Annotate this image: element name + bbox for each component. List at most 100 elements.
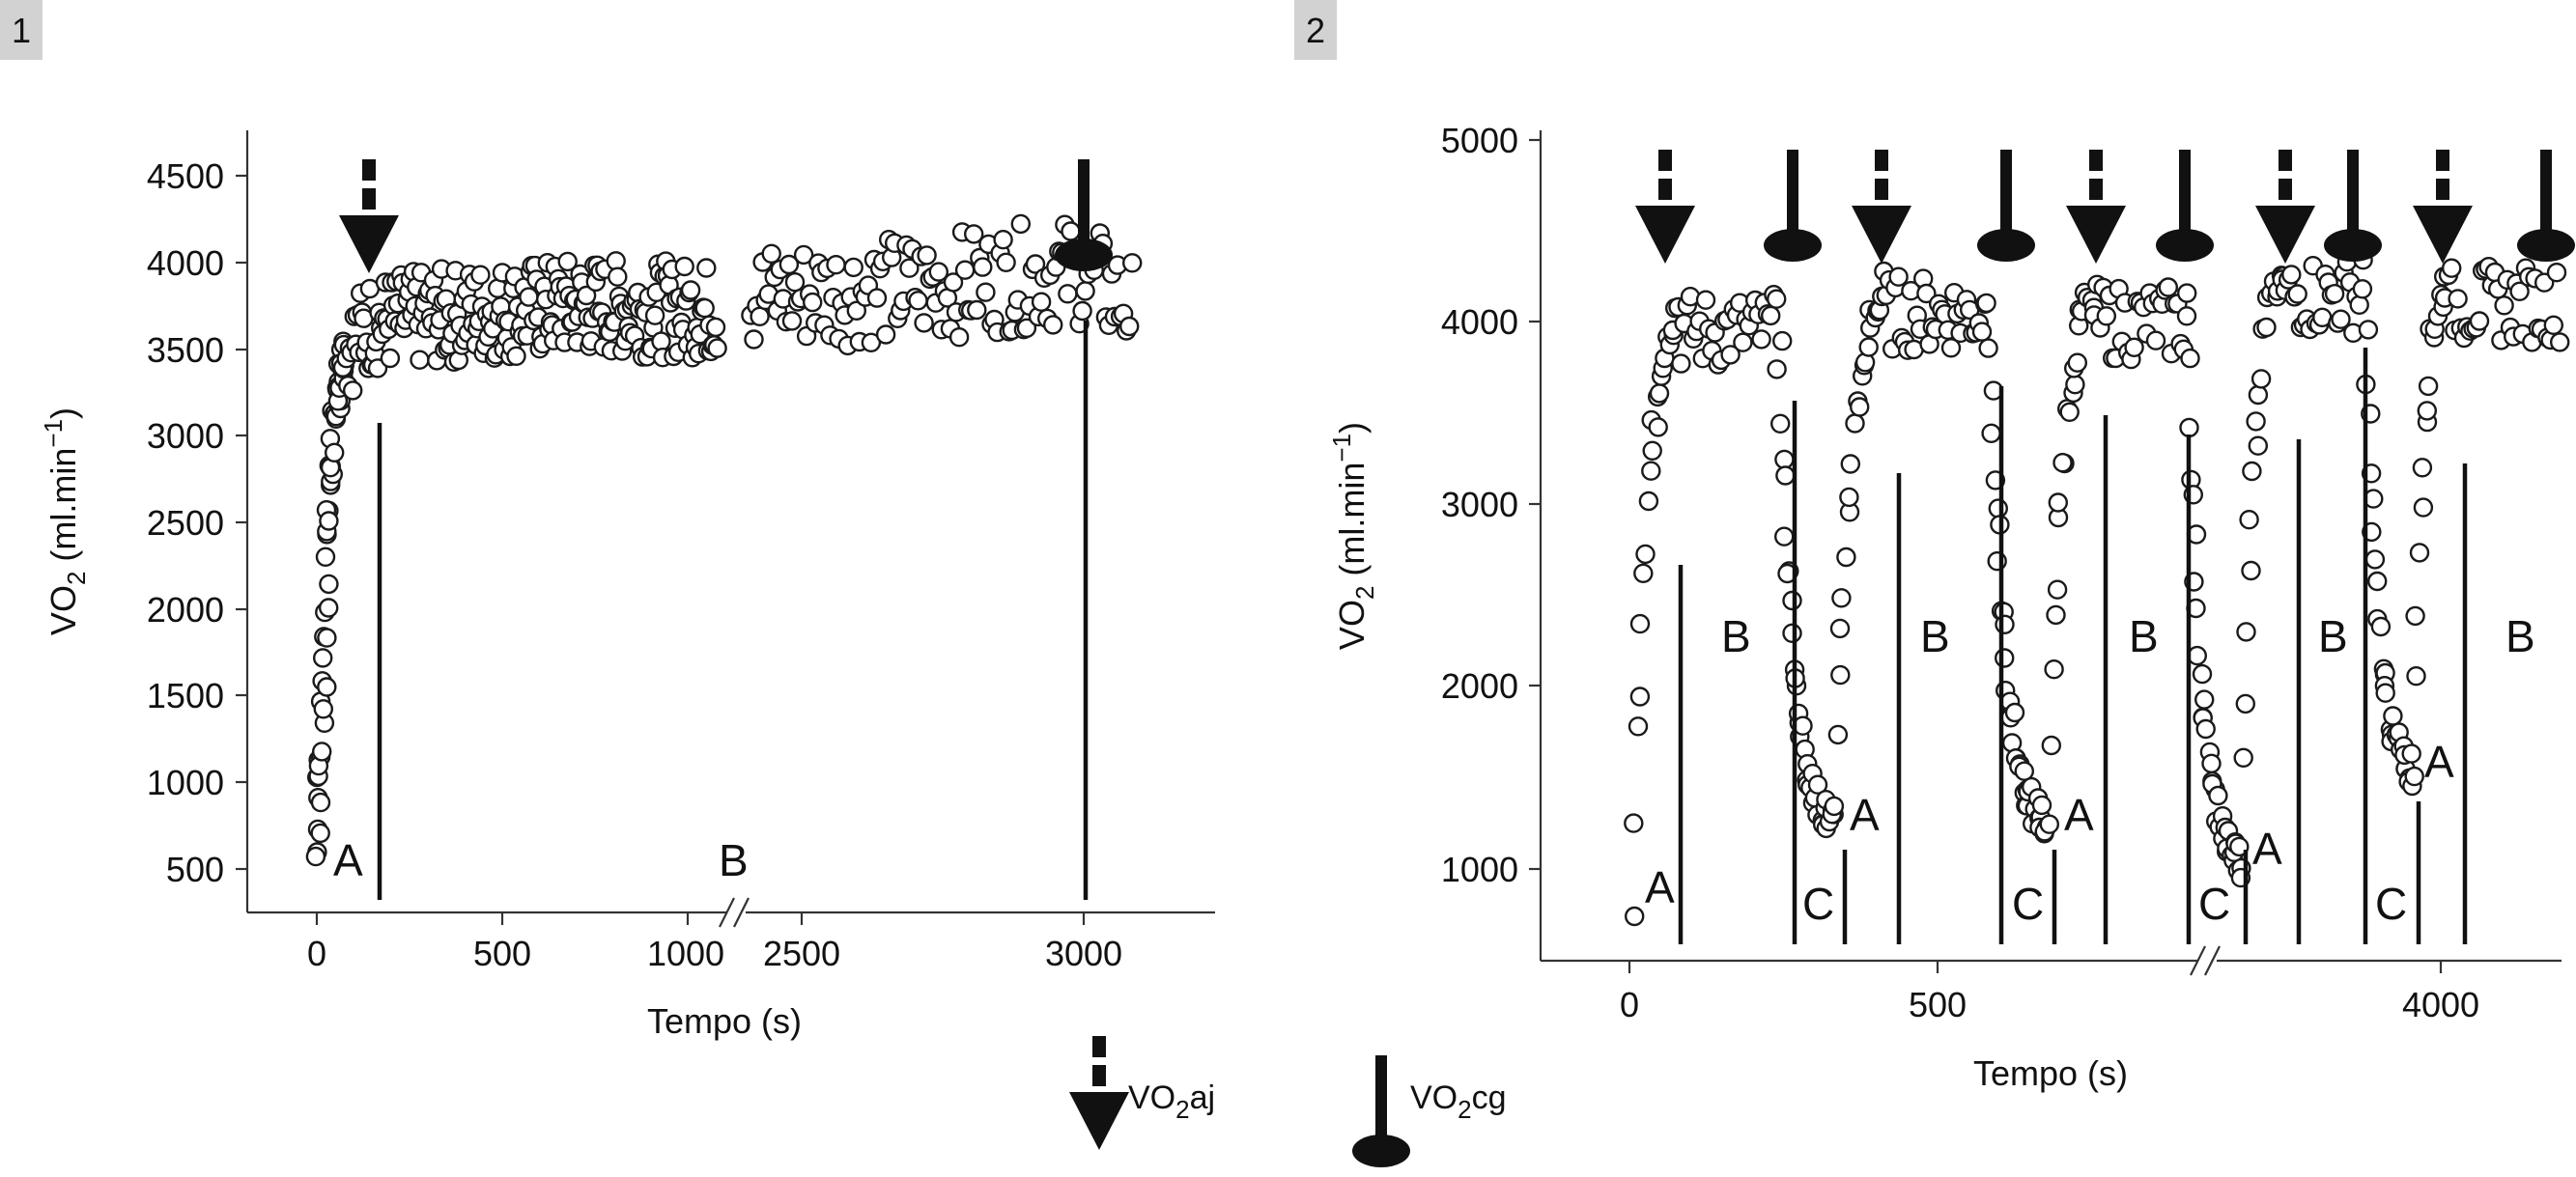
data-point — [2418, 376, 2439, 397]
panel-2-phase-label-B-1: B — [1721, 611, 1751, 661]
data-point — [1628, 716, 1649, 737]
panel-1-axis-break-2 — [733, 897, 750, 928]
panel-1-x-tick-1000: 1000 — [647, 934, 724, 973]
panel-2: 2 5000 4000 3000 2000 1000 0 500 4000 T — [1294, 0, 2575, 1093]
data-point — [325, 442, 345, 462]
data-point — [1733, 332, 1753, 352]
data-point — [674, 256, 694, 277]
data-point — [315, 546, 336, 567]
data-point — [2242, 461, 2262, 482]
data-point — [506, 346, 526, 366]
data-point — [908, 291, 928, 311]
data-point — [993, 229, 1013, 250]
panel-2-x-axis-title: Tempo (s) — [1973, 1053, 2128, 1093]
data-point — [973, 257, 993, 277]
data-point — [1807, 774, 1828, 795]
data-point — [2546, 263, 2567, 283]
data-point — [1916, 283, 1937, 304]
panel-1-y-tick-2500: 2500 — [147, 503, 224, 543]
legend: VO2aj VO2cg — [1069, 1036, 1507, 1167]
data-point — [2250, 369, 2272, 389]
panel-1-x-tick-0: 0 — [307, 934, 326, 973]
panel-2-vo2cg-marker-4 — [2324, 150, 2382, 262]
data-point — [914, 313, 934, 333]
data-point — [608, 266, 628, 287]
data-point — [875, 324, 896, 345]
panel-2-vo2cg-marker-1 — [1764, 150, 1822, 262]
data-point — [2239, 510, 2259, 530]
panel-2-y-axis-title: VO2 (ml.min−1) — [1327, 422, 1379, 650]
panel-2-tag-box — [1294, 0, 1337, 60]
panel-1-x-ticks — [315, 912, 1086, 925]
data-point — [2180, 348, 2200, 369]
data-point — [2192, 663, 2213, 685]
panel-2-phase-label-C-4: C — [2375, 879, 2407, 929]
panel-2-axis-break-2 — [2204, 945, 2221, 976]
data-point — [1031, 292, 1052, 312]
data-point — [2176, 306, 2197, 326]
data-point — [2469, 311, 2490, 331]
panel-1-y-tick-3000: 3000 — [147, 416, 224, 456]
panel-2-x-tick-0: 0 — [1620, 985, 1639, 1024]
data-point — [1641, 461, 1661, 481]
data-point — [948, 327, 970, 348]
data-point — [1827, 724, 1849, 745]
data-point — [899, 258, 920, 278]
data-point — [1624, 813, 1644, 833]
data-point — [2417, 401, 2438, 421]
panel-1-tag-box — [0, 0, 42, 60]
panel-1-phase-label-B: B — [719, 835, 749, 885]
panel-1-y-tick-500: 500 — [166, 850, 224, 889]
data-point — [996, 252, 1016, 272]
panel-2-phase-label-A-2: A — [1850, 790, 1880, 840]
data-point — [964, 224, 984, 244]
data-point — [694, 297, 715, 319]
panel-2-x-ticks — [1628, 961, 2443, 973]
data-point — [2349, 294, 2369, 315]
data-point — [310, 792, 331, 813]
data-point — [1058, 284, 1078, 304]
panel-1-y-tick-1000: 1000 — [147, 763, 224, 802]
panel-1-y-tick-4000: 4000 — [147, 243, 224, 283]
legend-vo2cg-icon — [1352, 1055, 1410, 1167]
data-point — [2248, 435, 2269, 456]
data-point — [1075, 281, 1095, 301]
data-point — [2543, 315, 2564, 335]
data-point — [1976, 293, 1996, 314]
data-point — [943, 272, 964, 293]
data-point — [1695, 290, 1716, 310]
data-point — [2194, 689, 2215, 710]
panel-2-phase-label-C-3: C — [2198, 879, 2230, 929]
panel-1: 1 4500 4000 3500 3000 2500 2000 1500 100… — [0, 0, 1215, 1041]
data-point — [2236, 622, 2256, 642]
data-point — [1981, 423, 2001, 443]
panel-2-phase-label-B-4: B — [2318, 611, 2348, 661]
data-point — [1840, 454, 1861, 474]
data-point — [1988, 498, 2009, 518]
data-point — [2287, 284, 2307, 304]
data-point — [1971, 322, 1993, 342]
data-point — [1845, 413, 1865, 434]
data-point — [1782, 623, 1802, 643]
data-point — [2208, 785, 2228, 806]
data-point — [866, 288, 888, 308]
data-point — [2534, 272, 2555, 293]
data-point — [319, 574, 339, 595]
data-point — [750, 306, 770, 326]
data-point — [846, 300, 866, 321]
data-point — [2281, 265, 2302, 285]
data-point — [367, 358, 388, 378]
data-point — [744, 329, 764, 350]
data-point — [651, 331, 671, 351]
data-point — [1118, 316, 1140, 337]
data-point — [2187, 645, 2208, 666]
data-point — [1642, 440, 1662, 461]
data-point — [576, 285, 597, 306]
data-point — [1016, 318, 1037, 338]
panel-2-vo2cg-marker-2 — [1977, 150, 2035, 262]
data-point — [1760, 305, 1781, 326]
data-point — [2145, 330, 2166, 350]
panel-2-phase-label-B-2: B — [1920, 611, 1950, 661]
data-point — [2358, 320, 2379, 340]
